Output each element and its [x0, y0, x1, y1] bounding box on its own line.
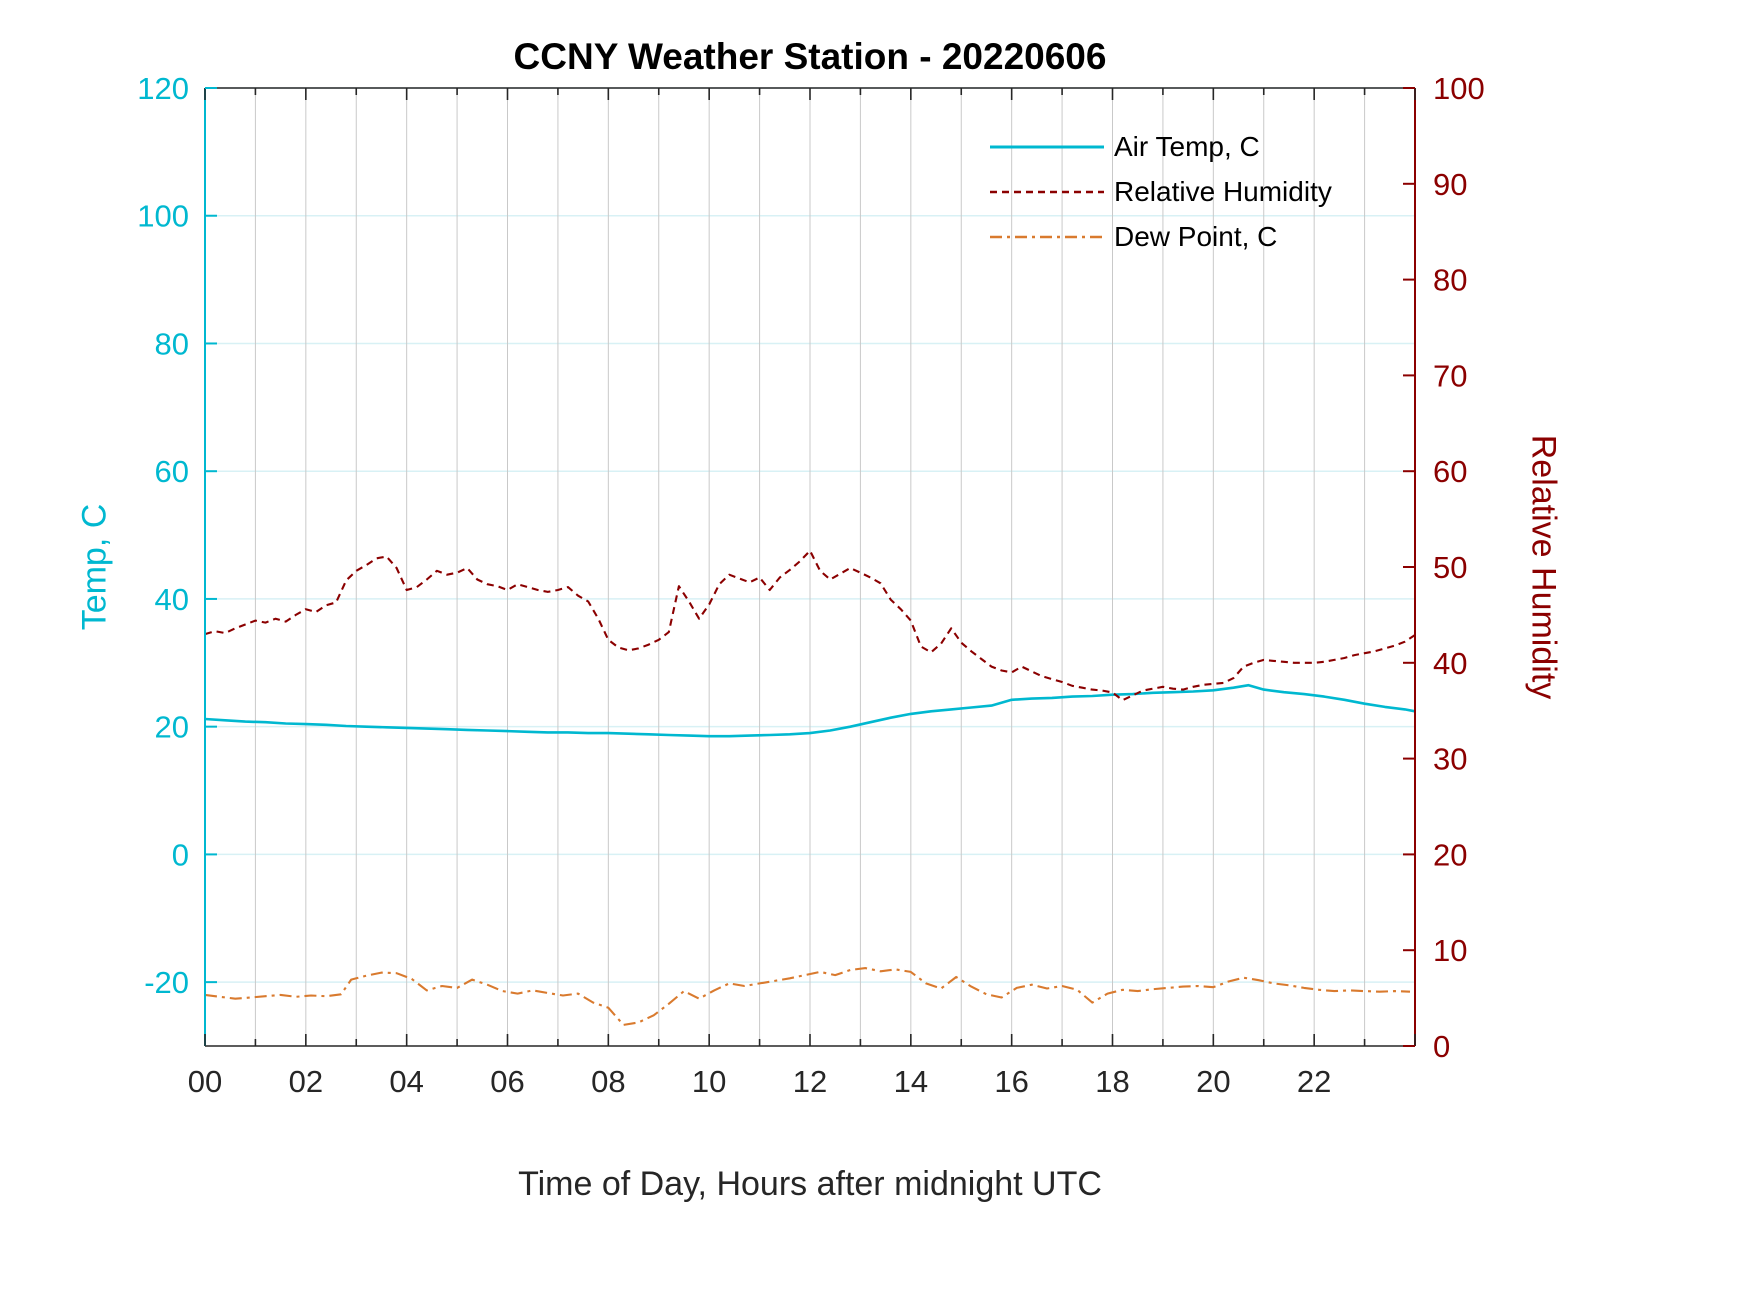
svg-text:02: 02 [289, 1064, 323, 1099]
x-axis-label: Time of Day, Hours after midnight UTC [518, 1165, 1102, 1203]
svg-text:60: 60 [155, 454, 189, 489]
svg-text:12: 12 [793, 1064, 827, 1099]
legend-item-dew-point: Dew Point, C [988, 214, 1332, 259]
svg-text:100: 100 [137, 199, 189, 234]
svg-text:10: 10 [1433, 933, 1467, 968]
left-axis-label: Temp, C [75, 503, 114, 631]
svg-text:20: 20 [1433, 837, 1467, 872]
svg-text:-20: -20 [144, 965, 189, 1000]
legend-item-air-temp: Air Temp, C [988, 124, 1332, 169]
svg-text:14: 14 [894, 1064, 928, 1099]
svg-text:00: 00 [188, 1064, 222, 1099]
legend-label-air-temp: Air Temp, C [1114, 130, 1260, 162]
svg-text:30: 30 [1433, 742, 1467, 777]
svg-text:70: 70 [1433, 358, 1467, 393]
dew-point-line-icon [990, 235, 1104, 238]
svg-text:60: 60 [1433, 454, 1467, 489]
svg-text:50: 50 [1433, 550, 1467, 585]
chart-title: CCNY Weather Station - 20220606 [513, 36, 1107, 77]
svg-text:0: 0 [172, 837, 189, 872]
svg-text:90: 90 [1433, 167, 1467, 202]
series-relative-humidity [204, 549, 1416, 702]
svg-text:08: 08 [591, 1064, 625, 1099]
svg-text:20: 20 [155, 710, 189, 745]
svg-text:100: 100 [1433, 71, 1485, 106]
legend-label-relative-humidity: Relative Humidity [1114, 175, 1332, 207]
svg-text:120: 120 [137, 71, 189, 106]
humidity-line-icon [990, 190, 1104, 193]
svg-text:0: 0 [1433, 1029, 1450, 1064]
series-dew-point-c [204, 967, 1411, 1026]
svg-text:22: 22 [1297, 1064, 1331, 1099]
svg-text:80: 80 [155, 326, 189, 361]
legend-label-dew-point: Dew Point, C [1114, 220, 1278, 252]
air-temp-line-icon [990, 145, 1104, 148]
svg-text:16: 16 [994, 1064, 1028, 1099]
svg-text:18: 18 [1095, 1064, 1129, 1099]
svg-text:20: 20 [1196, 1064, 1230, 1099]
svg-text:06: 06 [490, 1064, 524, 1099]
svg-text:04: 04 [389, 1064, 423, 1099]
legend: Air Temp, C Relative Humidity Dew Point,… [988, 124, 1332, 259]
svg-text:80: 80 [1433, 263, 1467, 298]
svg-text:40: 40 [155, 582, 189, 617]
legend-item-relative-humidity: Relative Humidity [988, 169, 1332, 214]
right-axis-label: Relative Humidity [1524, 434, 1563, 700]
svg-text:10: 10 [692, 1064, 726, 1099]
series-air-temp-c [204, 683, 1416, 738]
svg-text:40: 40 [1433, 646, 1467, 681]
